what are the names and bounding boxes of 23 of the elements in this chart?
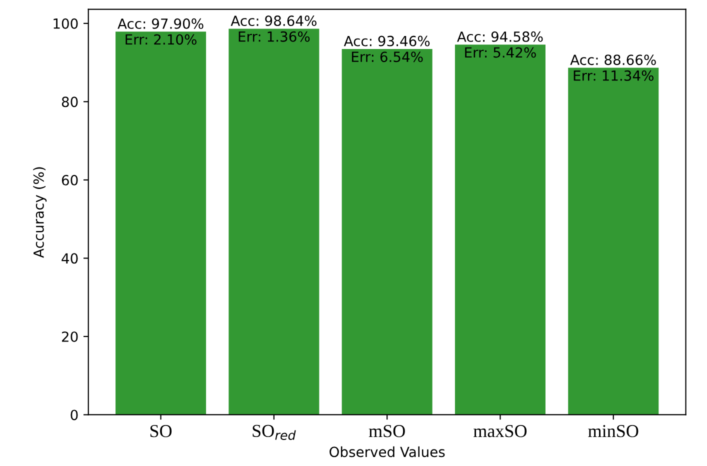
y-tick-label: 80 (62, 96, 78, 108)
annotation: Err: 6.54% (352, 52, 423, 62)
data-label: Acc: 97.90% (118, 18, 204, 29)
x-tick-label: SO (150, 425, 172, 438)
y-tick-label: 40 (62, 253, 78, 264)
annotation: Err: 2.10% (126, 34, 196, 45)
annotation: Err: 1.36% (238, 31, 310, 42)
x-tick-label: SO$_{red}$ (252, 424, 296, 440)
x-tick-label: minSO (588, 425, 638, 438)
y-tick-label: 60 (62, 174, 78, 186)
data-label: Acc: 93.46% (344, 36, 430, 46)
x-axis-title: Observed Values (330, 446, 445, 458)
x-tick-label: mSO (368, 425, 405, 438)
annotation: Err: 5.42% (465, 47, 536, 58)
data-label: Acc: 94.58% (457, 31, 543, 42)
y-tick-label: 100 (54, 18, 78, 29)
y-tick-label: 0 (70, 410, 78, 420)
x-tick-label: maxSO (474, 425, 527, 438)
data-label: Acc: 88.66% (570, 54, 656, 66)
y-axis-title: Accuracy (%) (33, 167, 47, 258)
y-tick-label: 20 (62, 331, 78, 342)
annotation: Err: 11.34% (574, 70, 654, 81)
data-label: Acc: 98.64% (230, 16, 316, 26)
